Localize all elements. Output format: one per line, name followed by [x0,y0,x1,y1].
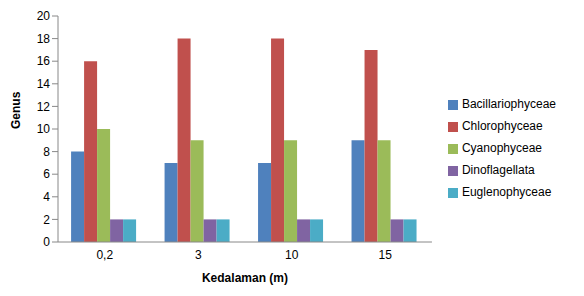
svg-text:8: 8 [43,145,50,159]
svg-text:14: 14 [37,77,51,91]
html-text:Cyanophyceae: Cyanophyceae [461,141,542,155]
svg-text:3: 3 [195,248,202,262]
svg-text:6: 6 [43,167,50,181]
svg-text:12: 12 [37,100,51,114]
svg-text:4: 4 [43,190,50,204]
html-text:Chlorophyceae: Chlorophyceae [461,119,543,133]
svg-text:2: 2 [43,213,50,227]
svg-text:15: 15 [379,248,393,262]
svg-text:20: 20 [37,9,51,23]
svg-text:0: 0 [43,235,50,249]
svg-text:0,2: 0,2 [96,248,113,262]
svg-text:10: 10 [285,248,299,262]
html-text:Bacillariophyceae: Bacillariophyceae [461,97,556,111]
html-text:Dinoflagellata: Dinoflagellata [461,163,535,177]
svg-text:Genus: Genus [9,91,23,129]
svg-text:18: 18 [37,32,51,46]
html-text:Euglenophyceae: Euglenophyceae [461,185,552,199]
svg-text:16: 16 [37,54,51,68]
svg-text:Kedalaman (m): Kedalaman (m) [202,271,288,285]
svg-text:10: 10 [37,122,51,136]
